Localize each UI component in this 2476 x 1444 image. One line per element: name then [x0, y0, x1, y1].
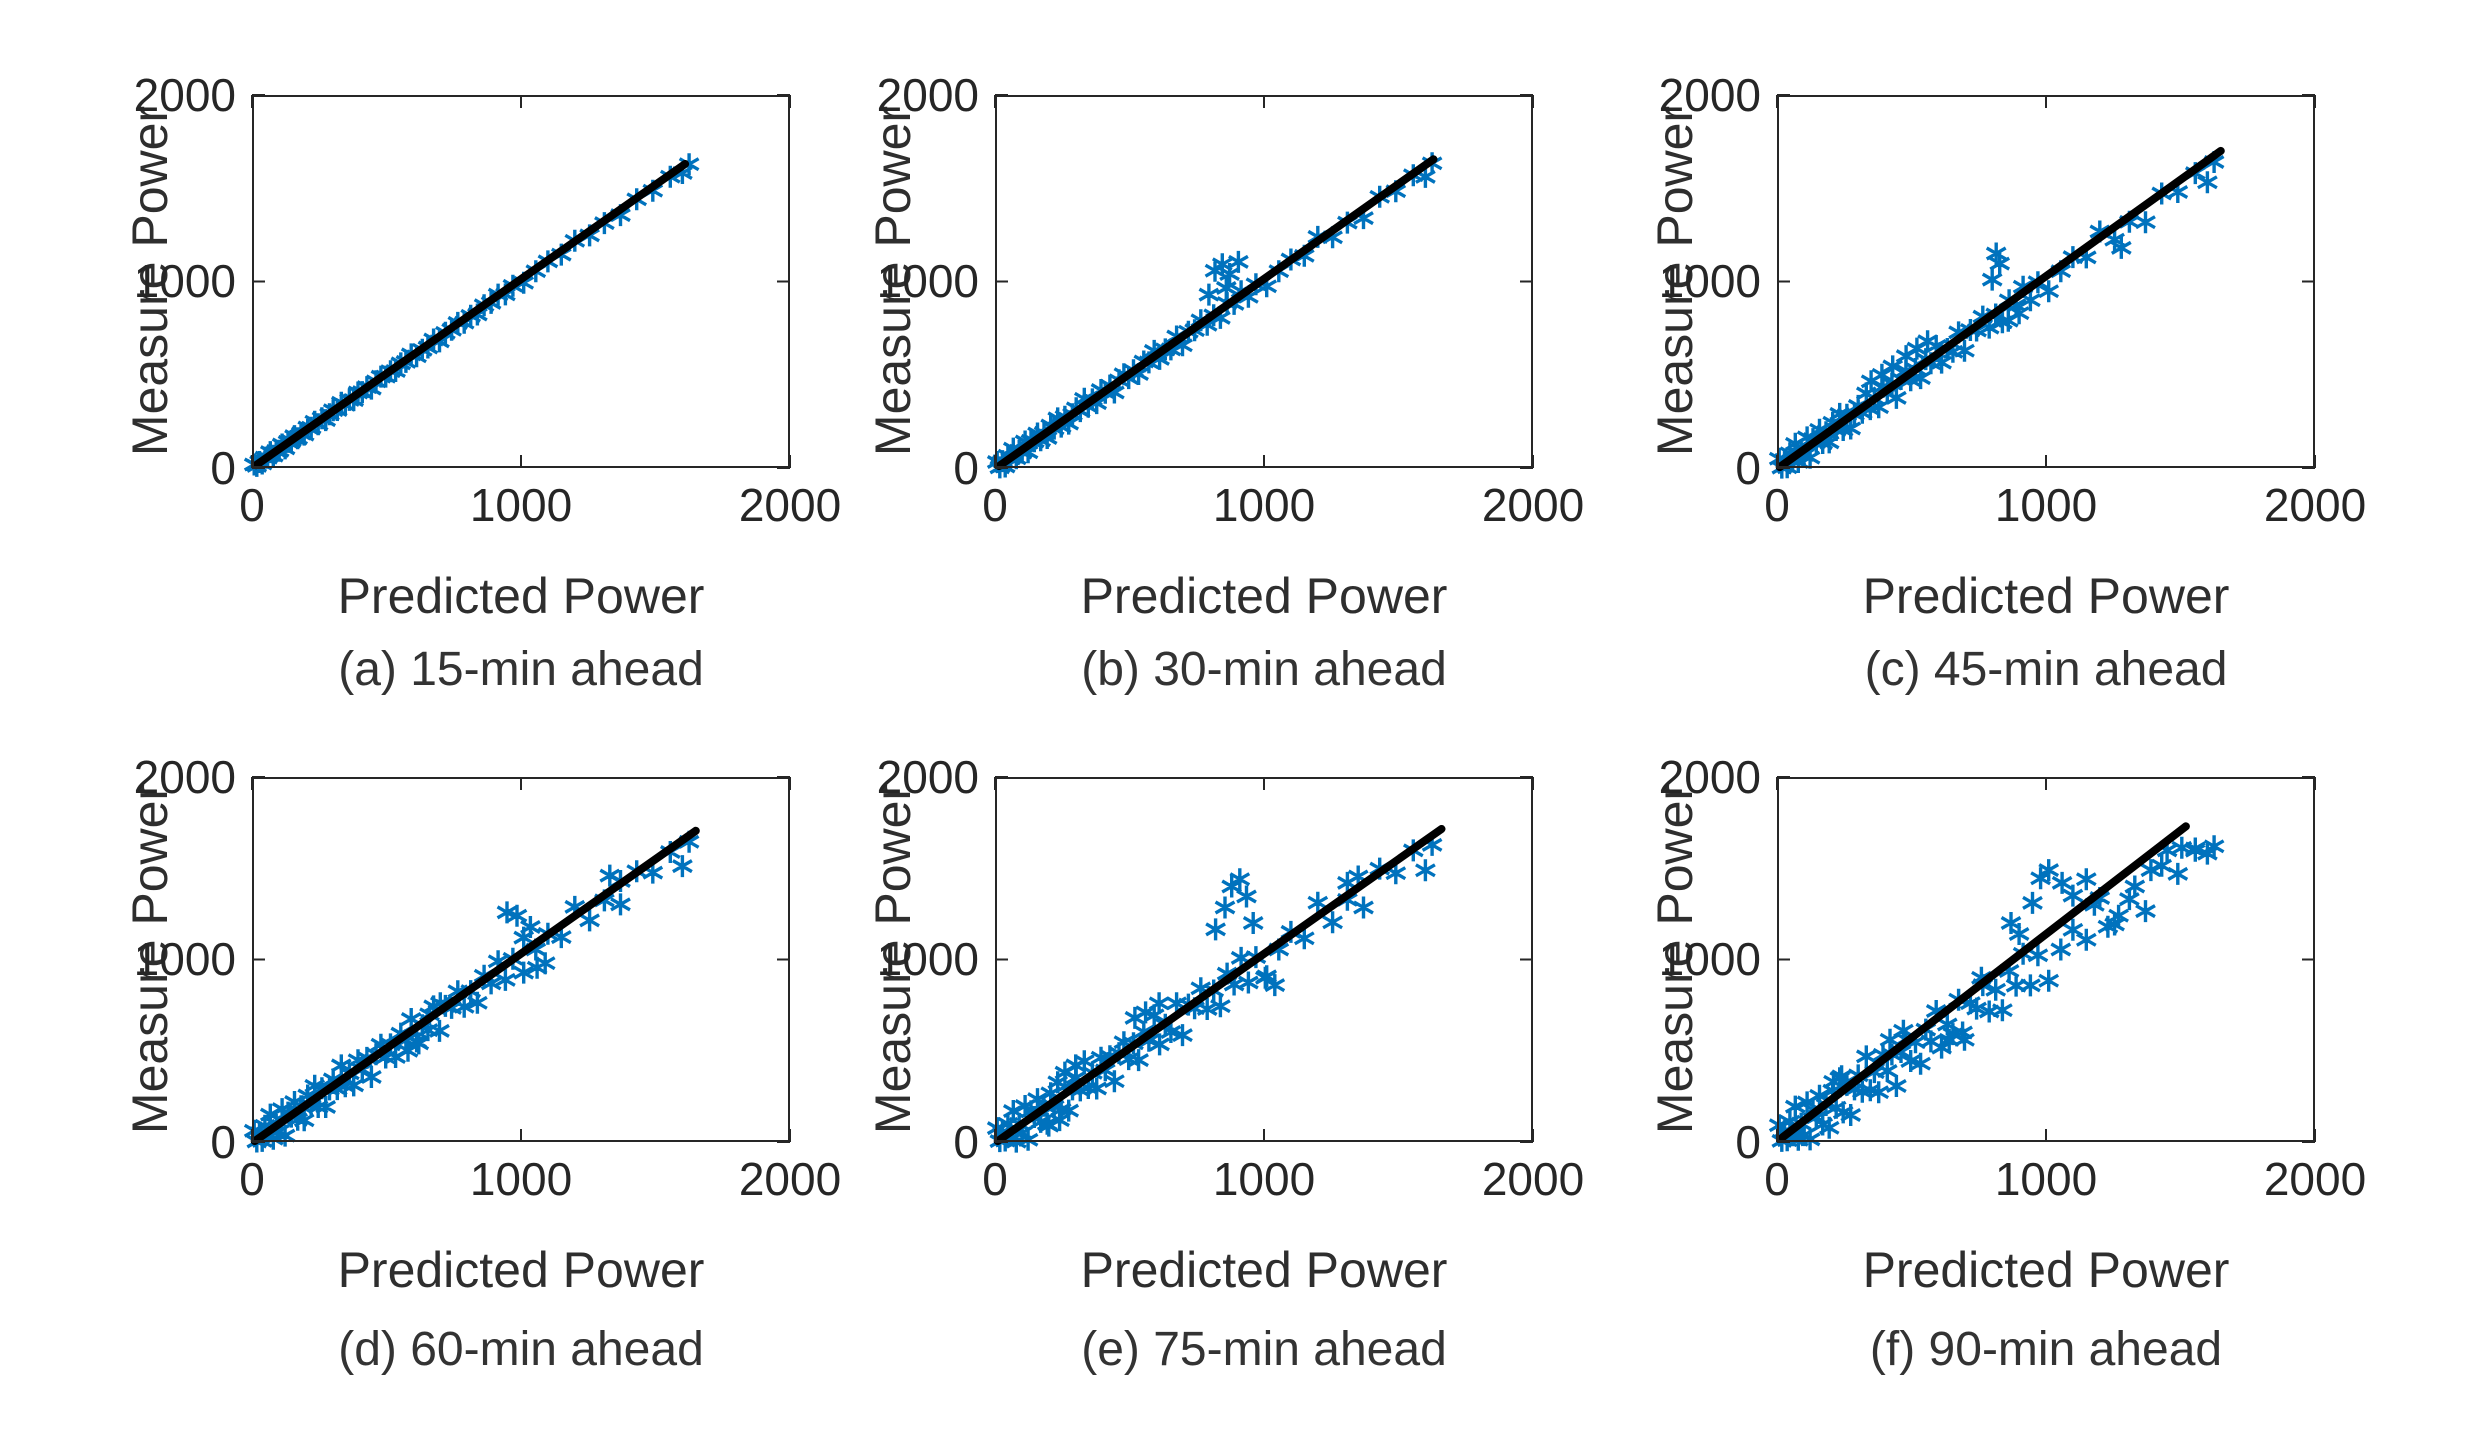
- x-tick-label: 0: [982, 1153, 1008, 1205]
- x-tick-label: 0: [239, 479, 265, 531]
- subplot-a: Measure Power 2000 1000 0 0 1000 2000 Pr…: [0, 0, 950, 740]
- x-axis-label: Predicted Power: [1862, 568, 2230, 624]
- subplot-caption: (c) 45-min ahead: [1864, 643, 2228, 696]
- y-tick-label: 0: [210, 442, 236, 494]
- plot-area-c: [1768, 94, 2316, 479]
- x-tick-label: 2000: [738, 1153, 842, 1205]
- x-tick-label: 1000: [469, 1153, 573, 1205]
- x-tick-label: 2000: [738, 479, 842, 531]
- plot-area-b: [986, 94, 1534, 479]
- axes-box: [995, 95, 1533, 468]
- y-tick-label: 1000: [133, 933, 236, 985]
- subplot-b: Measure Power 2000 1000 0 0 1000 2000 Pr…: [743, 0, 1693, 740]
- subplot-d: Measure Power 2000 1000 0 0 1000 2000 Pr…: [0, 740, 950, 1444]
- y-tick-label: 1000: [876, 255, 979, 307]
- y-tick-label: 0: [210, 1116, 236, 1168]
- x-axis-label: Predicted Power: [1080, 1242, 1448, 1298]
- y-tick-label: 0: [953, 442, 979, 494]
- plot-area-e: [986, 776, 1534, 1153]
- x-tick-label: 1000: [469, 479, 573, 531]
- x-tick-label: 0: [1764, 479, 1790, 531]
- y-tick-label: 2000: [133, 751, 236, 803]
- y-tick-label: 0: [1735, 1116, 1761, 1168]
- subplot-caption: (e) 75-min ahead: [1081, 1323, 1447, 1376]
- axes-box: [252, 95, 790, 468]
- y-tick-label: 1000: [1658, 933, 1761, 985]
- axes-box: [252, 777, 790, 1142]
- x-axis-label: Predicted Power: [337, 1242, 705, 1298]
- subplot-f: Measure Power 2000 1000 0 0 1000 2000 Pr…: [1525, 740, 2475, 1444]
- scatter-points: [1768, 151, 2225, 479]
- axes-box: [1777, 777, 2315, 1142]
- fit-line: [250, 826, 700, 1146]
- y-tick-label: 1000: [876, 933, 979, 985]
- fit-line: [995, 155, 1438, 471]
- x-tick-label: 1000: [1994, 1153, 2098, 1205]
- subplot-caption: (b) 30-min ahead: [1081, 643, 1447, 696]
- fit-line: [993, 825, 1446, 1146]
- x-tick-label: 2000: [2263, 1153, 2367, 1205]
- x-axis-label: Predicted Power: [1862, 1242, 2230, 1298]
- axes-box: [995, 777, 1533, 1142]
- y-tick-label: 1000: [1658, 255, 1761, 307]
- x-tick-label: 2000: [2263, 479, 2367, 531]
- x-tick-label: 0: [982, 479, 1008, 531]
- y-tick-label: 0: [953, 1116, 979, 1168]
- x-tick-label: 0: [239, 1153, 265, 1205]
- y-tick-label: 2000: [876, 69, 979, 121]
- fit-line: [1775, 146, 2225, 472]
- x-axis-label: Predicted Power: [337, 568, 705, 624]
- y-tick-label: 2000: [133, 69, 236, 121]
- axes-box: [1777, 95, 2315, 468]
- x-tick-label: 1000: [1212, 479, 1316, 531]
- fit-line: [252, 160, 690, 470]
- x-tick-label: 1000: [1994, 479, 2098, 531]
- scatter-points: [243, 830, 700, 1153]
- x-tick-label: 2000: [1481, 1153, 1585, 1205]
- subplot-caption: (f) 90-min ahead: [1869, 1323, 2223, 1376]
- x-tick-label: 1000: [1212, 1153, 1316, 1205]
- subplot-c: Measure Power 2000 1000 0 0 1000 2000 Pr…: [1525, 0, 2475, 740]
- plot-area-a: [243, 94, 791, 477]
- subplot-caption: (d) 60-min ahead: [338, 1323, 704, 1376]
- x-axis-label: Predicted Power: [1080, 568, 1448, 624]
- y-tick-label: 0: [1735, 442, 1761, 494]
- fit-line: [1778, 822, 2190, 1142]
- y-tick-label: 1000: [133, 255, 236, 307]
- y-tick-label: 2000: [876, 751, 979, 803]
- subplot-caption: (a) 15-min ahead: [338, 643, 704, 696]
- x-tick-label: 2000: [1481, 479, 1585, 531]
- subplot-e: Measure Power 2000 1000 0 0 1000 2000 Pr…: [743, 740, 1693, 1444]
- plot-area-f: [1768, 776, 2316, 1152]
- scatter-points: [1768, 835, 2225, 1152]
- plot-area-d: [243, 776, 791, 1153]
- x-tick-label: 0: [1764, 1153, 1790, 1205]
- y-tick-label: 2000: [1658, 69, 1761, 121]
- y-tick-label: 2000: [1658, 751, 1761, 803]
